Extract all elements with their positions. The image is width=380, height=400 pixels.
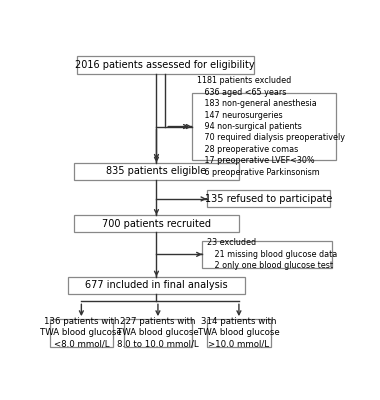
- Text: 23 excluded
   21 missing blood glucose data
   2 only one blood glucose test: 23 excluded 21 missing blood glucose dat…: [207, 238, 338, 270]
- Text: 1181 patients excluded
   636 aged <65 years
   183 non-general anesthesia
   14: 1181 patients excluded 636 aged <65 year…: [197, 76, 345, 177]
- Text: 227 patients with
TWA blood glucose
8.0 to 10.0 mmol/L: 227 patients with TWA blood glucose 8.0 …: [117, 317, 199, 349]
- FancyBboxPatch shape: [202, 240, 332, 268]
- FancyBboxPatch shape: [74, 215, 239, 232]
- FancyBboxPatch shape: [74, 163, 239, 180]
- Text: 677 included in final analysis: 677 included in final analysis: [85, 280, 228, 290]
- Text: 314 patients with
TWA blood glucose
>10.0 mmol/L: 314 patients with TWA blood glucose >10.…: [198, 317, 280, 349]
- FancyBboxPatch shape: [68, 277, 245, 294]
- FancyBboxPatch shape: [192, 93, 336, 160]
- FancyBboxPatch shape: [124, 319, 192, 347]
- Text: 136 patients with
TWA blood glucose
<8.0 mmol/L: 136 patients with TWA blood glucose <8.0…: [41, 317, 122, 349]
- FancyBboxPatch shape: [207, 319, 271, 347]
- FancyBboxPatch shape: [77, 56, 253, 74]
- Text: 835 patients eligible: 835 patients eligible: [106, 166, 207, 176]
- Text: 135 refused to participate: 135 refused to participate: [205, 194, 332, 204]
- Text: 700 patients recruited: 700 patients recruited: [102, 218, 211, 228]
- FancyBboxPatch shape: [50, 319, 113, 347]
- Text: 2016 patients assessed for eligibility: 2016 patients assessed for eligibility: [76, 60, 255, 70]
- FancyBboxPatch shape: [207, 190, 330, 207]
